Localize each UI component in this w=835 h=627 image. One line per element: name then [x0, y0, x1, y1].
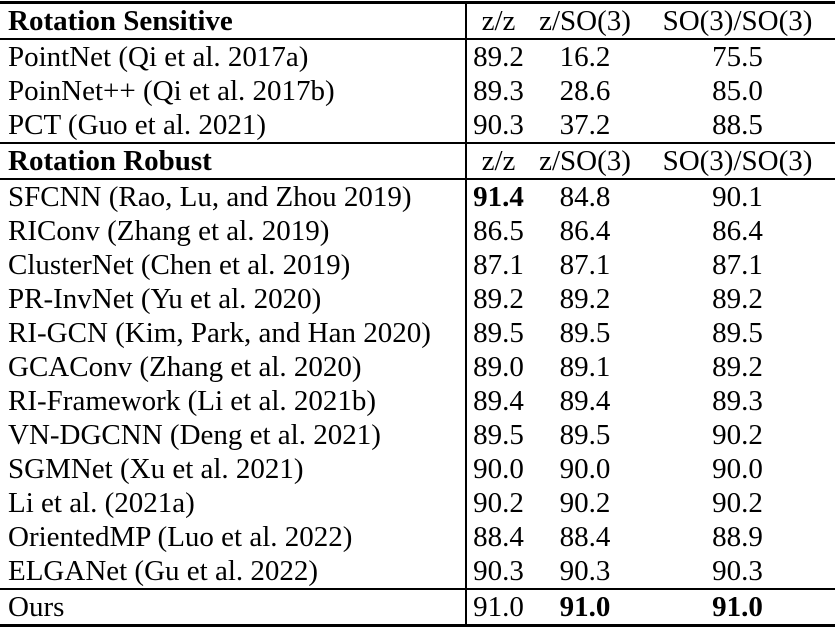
value-cell: 89.5 — [473, 316, 524, 349]
table-row: OrientedMP (Luo et al. 2022) 88.4 88.4 88.9 — [0, 520, 835, 554]
column-header-cell: z/z — [466, 142, 530, 180]
table-row: RI-Framework (Li et al. 2021b) 89.4 89.4 89… — [0, 384, 835, 418]
value-cell: 90.3 — [473, 108, 524, 141]
table-row: PR-InvNet (Yu et al. 2020) 89.2 89.2 89.2 — [0, 282, 835, 316]
table-row: Li et al. (2021a) 90.2 90.2 90.2 — [0, 486, 835, 520]
value-cell: 89.2 — [712, 350, 763, 383]
value-cell: 91.0 — [530, 588, 640, 626]
value-cell: 16.2 — [559, 40, 611, 73]
value-cell: 91.4 — [473, 180, 524, 213]
value-cell: 90.2 — [712, 418, 763, 451]
value-cell: 88.4 — [559, 520, 611, 553]
value-cell: 89.5 — [559, 316, 611, 349]
value-cell: 91.0 — [466, 588, 530, 626]
table-row: RI-GCN (Kim, Park, and Han 2020) 89.5 89.5… — [0, 316, 835, 350]
value-cell: 89.2 — [712, 282, 763, 315]
method-name-cell: Ours — [0, 588, 467, 626]
value-cell: 89.2 — [559, 282, 611, 315]
table-row: ClusterNet (Chen et al. 2019) 87.1 87.1 87.… — [0, 248, 835, 282]
value-cell: 89.5 — [712, 316, 763, 349]
value-cell: 90.0 — [559, 452, 611, 485]
value-cell: 75.5 — [712, 40, 763, 73]
value-cell: 90.2 — [712, 486, 763, 519]
value-cell: 84.8 — [559, 180, 611, 213]
value-cell: 89.0 — [473, 350, 524, 383]
value-cell: 89.2 — [473, 282, 524, 315]
value-cell: 86.4 — [559, 214, 611, 247]
value-cell: 90.1 — [712, 180, 763, 213]
value-cell: 89.2 — [473, 40, 524, 73]
value-cell: 90.3 — [559, 554, 611, 587]
method-name-cell: SFCNN (Rao, Lu, and Zhou 2019) — [0, 179, 467, 214]
table-row: Ours 91.0 91.0 91.0 — [0, 588, 835, 626]
value-cell: 28.6 — [559, 74, 611, 107]
value-cell: 89.1 — [559, 350, 611, 383]
value-cell: 90.3 — [712, 554, 763, 587]
method-name-cell: PCT (Guo et al. 2021) — [0, 108, 467, 143]
method-name-cell: OrientedMP (Luo et al. 2022) — [0, 520, 467, 554]
value-cell: 89.4 — [559, 384, 611, 417]
column-header-cell: SO(3)/SO(3) — [640, 1, 835, 40]
table-row: PCT (Guo et al. 2021) 90.3 37.2 88.5 — [0, 108, 835, 143]
table-row: SFCNN (Rao, Lu, and Zhou 2019) 91.4 84.8 90… — [0, 179, 835, 214]
value-cell: 87.1 — [473, 248, 524, 281]
method-name-cell: GCAConv (Zhang et al. 2020) — [0, 350, 467, 384]
column-header-cell: z/z — [466, 1, 530, 40]
section-header-cell: Rotation Robust — [0, 142, 467, 180]
value-cell: 89.5 — [473, 418, 524, 451]
value-cell: 87.1 — [559, 248, 611, 281]
column-header-cell: SO(3)/SO(3) — [640, 142, 835, 180]
method-name-cell: PointNet (Qi et al. 2017a) — [0, 39, 467, 74]
table-row: VN-DGCNN (Deng et al. 2021) 89.5 89.5 90.2 — [0, 418, 835, 452]
table-row: PoinNet++ (Qi et al. 2017b) 89.3 28.6 85.0 — [0, 74, 835, 108]
value-cell: 88.5 — [712, 108, 763, 141]
method-name-cell: RIConv (Zhang et al. 2019) — [0, 214, 467, 248]
value-cell: 90.0 — [712, 452, 763, 485]
value-cell: 90.2 — [473, 486, 524, 519]
column-header-cell: z/SO(3) — [530, 142, 640, 180]
method-name-cell: ClusterNet (Chen et al. 2019) — [0, 248, 467, 282]
table-row: PointNet (Qi et al. 2017a) 89.2 16.2 75.5 — [0, 39, 835, 74]
table-row: ELGANet (Gu et al. 2022) 90.3 90.3 90.3 — [0, 554, 835, 589]
value-cell: 90.2 — [559, 486, 611, 519]
method-name-cell: ELGANet (Gu et al. 2022) — [0, 554, 467, 589]
value-cell: 91.0 — [640, 588, 835, 626]
method-name-cell: VN-DGCNN (Deng et al. 2021) — [0, 418, 467, 452]
value-cell: 85.0 — [712, 74, 763, 107]
method-name-cell: RI-GCN (Kim, Park, and Han 2020) — [0, 316, 467, 350]
section-header-cell: Rotation Sensitive — [0, 1, 467, 40]
table-row: GCAConv (Zhang et al. 2020) 89.0 89.1 89.2 — [0, 350, 835, 384]
value-cell: 37.2 — [559, 108, 611, 141]
value-cell: 88.4 — [473, 520, 524, 553]
value-cell: 87.1 — [712, 248, 763, 281]
method-name-cell: PoinNet++ (Qi et al. 2017b) — [0, 74, 467, 108]
table-row: Rotation Sensitive z/z z/SO(3) SO(3)/SO(3) — [0, 1, 835, 40]
value-cell: 90.3 — [473, 554, 524, 587]
method-name-cell: PR-InvNet (Yu et al. 2020) — [0, 282, 467, 316]
method-name-cell: RI-Framework (Li et al. 2021b) — [0, 384, 467, 418]
column-header-cell: z/SO(3) — [530, 1, 640, 40]
value-cell: 90.0 — [473, 452, 524, 485]
value-cell: 88.9 — [712, 520, 763, 553]
value-cell: 89.4 — [473, 384, 524, 417]
method-name-cell: SGMNet (Xu et al. 2021) — [0, 452, 467, 486]
value-cell: 89.5 — [559, 418, 611, 451]
value-cell: 86.5 — [473, 214, 524, 247]
table-row: RIConv (Zhang et al. 2019) 86.5 86.4 86.4 — [0, 214, 835, 248]
method-name-cell: Li et al. (2021a) — [0, 486, 467, 520]
value-cell: 89.3 — [473, 74, 524, 107]
value-cell: 89.3 — [712, 384, 763, 417]
value-cell: 86.4 — [712, 214, 763, 247]
table-row: SGMNet (Xu et al. 2021) 90.0 90.0 90.0 — [0, 452, 835, 486]
table-row: Rotation Robust z/z z/SO(3) SO(3)/SO(3) — [0, 142, 835, 180]
